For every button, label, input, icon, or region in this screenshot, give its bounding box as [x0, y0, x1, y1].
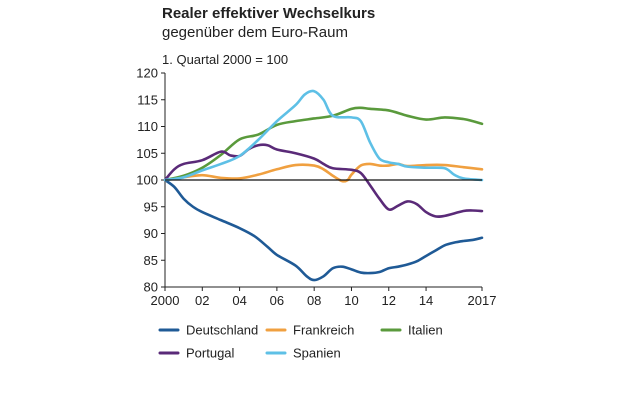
plot-area — [163, 89, 484, 282]
y-tick-label: 115 — [137, 92, 158, 107]
x-tick-label: 08 — [307, 293, 321, 308]
y-tick-label: 120 — [136, 66, 158, 81]
y-tick-label: 100 — [136, 173, 158, 188]
y-tick-label: 95 — [144, 199, 158, 214]
legend-label-deutschland: Deutschland — [186, 323, 258, 338]
y-tick-label: 90 — [144, 226, 158, 241]
series-line-italien — [163, 106, 484, 182]
legend-label-spanien: Spanien — [293, 346, 341, 361]
x-tick-label: 2000 — [151, 293, 180, 308]
x-tick-label: 2017 — [468, 293, 497, 308]
y-tick-label: 110 — [137, 119, 158, 134]
x-tick-label: 10 — [344, 293, 358, 308]
series-line-deutschland — [163, 178, 484, 282]
x-tick-label: 02 — [195, 293, 209, 308]
chart-subtitle: gegenüber dem Euro-Raum — [162, 24, 348, 41]
legend-label-italien: Italien — [408, 323, 443, 338]
series-line-spanien — [163, 89, 484, 182]
y-tick-label: 105 — [136, 146, 158, 161]
x-tick-label: 12 — [382, 293, 396, 308]
legend-label-frankreich: Frankreich — [293, 323, 354, 338]
x-tick-label: 14 — [419, 293, 433, 308]
legend-label-portugal: Portugal — [186, 346, 235, 361]
y-tick-label: 85 — [144, 253, 158, 268]
legend: Deutschland Frankreich Italien Portugal Span… — [158, 323, 443, 361]
x-tick-label: 04 — [232, 293, 246, 308]
chart-title: Realer effektiver Wechselkurs — [162, 5, 375, 22]
x-tick-label: 06 — [270, 293, 284, 308]
y-axis: 80 85 90 95 100 105 110 115 120 — [136, 66, 166, 295]
unit-label: 1. Quartal 2000 = 100 — [162, 52, 288, 67]
series-line-portugal — [163, 143, 484, 219]
y-tick-label: 80 — [144, 280, 158, 295]
x-axis: 2000 02 04 06 08 10 12 14 2017 — [151, 286, 497, 308]
